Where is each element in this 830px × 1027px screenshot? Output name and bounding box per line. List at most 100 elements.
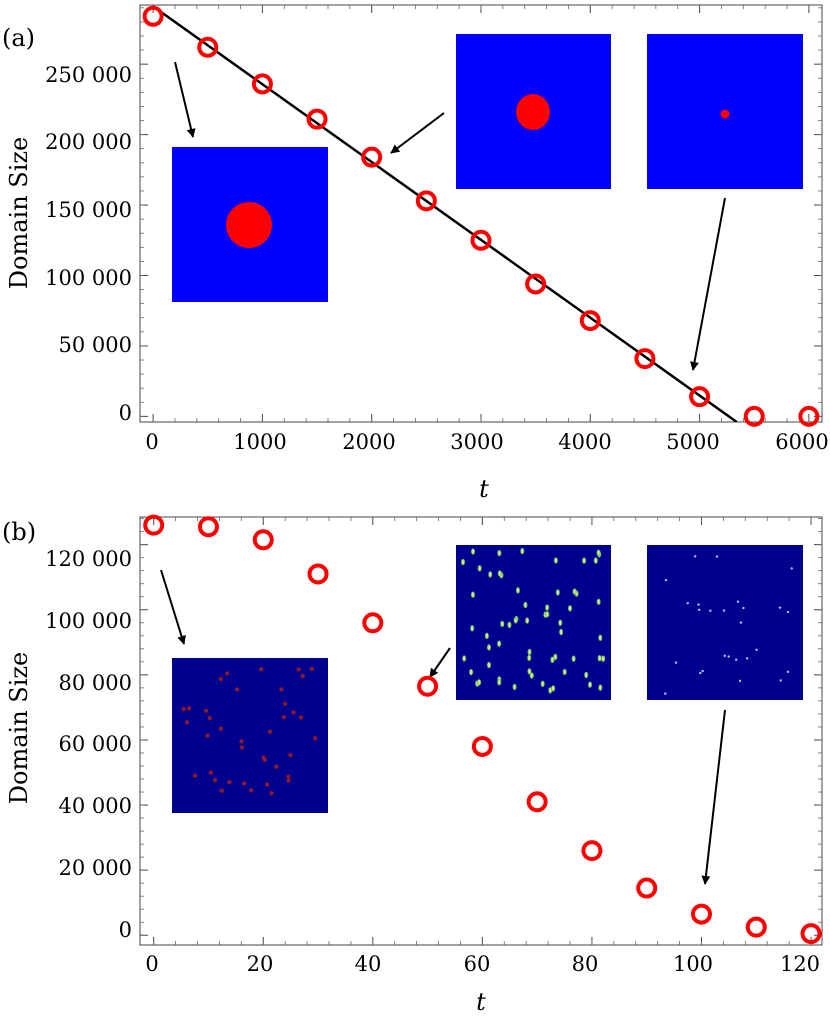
data-point [251,73,273,95]
spot [582,557,587,564]
spot [300,673,305,679]
panel-a-y-axis-label: Domain Size [5,137,33,289]
x-tick-label: 0 [145,430,158,454]
spot [500,620,505,628]
arrow [160,569,186,645]
y-tick-label: 50 000 [59,333,132,357]
spot [218,676,224,682]
spot [593,557,598,564]
panel-b-inset-3 [647,545,803,700]
spot [601,655,606,662]
spot [218,726,224,732]
spot [227,779,232,785]
spot [208,770,214,775]
red-droplet [720,109,730,119]
spot [778,606,782,609]
spot [469,668,474,676]
spot [488,571,493,578]
spot [219,788,224,793]
spot [264,782,270,787]
data-point [634,348,656,370]
spot [497,679,502,686]
spot [513,617,518,624]
panel-b-ticks [140,517,822,945]
spot [697,603,700,606]
spot [701,669,704,673]
arrow [390,112,445,154]
data-point [417,675,439,697]
y-tick-label: 120 000 [45,547,132,571]
panel-a-inset-1 [172,147,328,302]
spot [553,653,558,661]
data-point [743,405,765,427]
red-spots [181,666,318,796]
faint-dots [664,555,793,695]
spot [181,706,186,712]
panel-b: (b) 0 20 40 60 80 100 120 0 20 000 40 00… [2,514,823,1016]
spot [291,710,296,715]
spot [286,778,291,783]
spot [584,671,589,679]
spot [553,557,558,564]
y-tick-label: 40 000 [59,794,132,818]
spot [527,648,532,656]
data-point [689,386,711,408]
y-tick-label: 60 000 [59,732,132,756]
panel-a-ticks [140,5,822,422]
panel-b-plot-frame [139,516,823,946]
spot [598,634,603,641]
spot [497,640,502,647]
spot [288,752,293,758]
spot [739,621,743,624]
arrow [429,647,451,678]
spot [477,565,482,572]
spot [269,791,274,796]
data-point [306,108,328,130]
spot [568,605,573,612]
spot [497,570,502,577]
data-point [470,229,492,251]
panel-a-x-tick-labels: 0 1000 2000 3000 4000 5000 6000 [145,430,828,454]
spot [267,729,273,734]
x-tick-label: 2000 [342,430,395,454]
x-tick-label: 100 [673,952,713,976]
data-point [142,5,164,27]
spot [598,684,603,691]
data-point [197,516,219,538]
spot [596,598,601,605]
spot [742,606,745,610]
panel-b-x-axis-label: t [476,988,486,1016]
spot [512,683,517,691]
spot [699,671,702,675]
x-tick-label: 40 [355,952,382,976]
spot [597,654,602,662]
spot [262,757,268,763]
spot [309,666,314,672]
arrow [690,197,726,371]
spot [686,601,689,605]
y-tick-label: 20 000 [59,856,132,880]
spot [545,604,550,611]
data-point [800,923,822,945]
spot [259,666,264,672]
data-point [361,146,383,168]
spot [551,685,556,692]
x-tick-label: 60 [464,952,491,976]
y-tick-label: 150 000 [45,198,132,222]
spot [738,679,742,683]
spot [462,655,467,662]
spot [723,654,726,658]
spot [224,671,230,676]
data-point [636,877,658,899]
data-point [745,916,767,938]
spot [550,656,555,663]
spot [697,608,701,612]
spot [207,715,213,721]
spot [281,714,287,720]
data-point [362,612,384,634]
spot [184,720,190,725]
spot [715,555,719,558]
spot [736,600,740,603]
spot [205,733,210,738]
spot [279,687,284,692]
